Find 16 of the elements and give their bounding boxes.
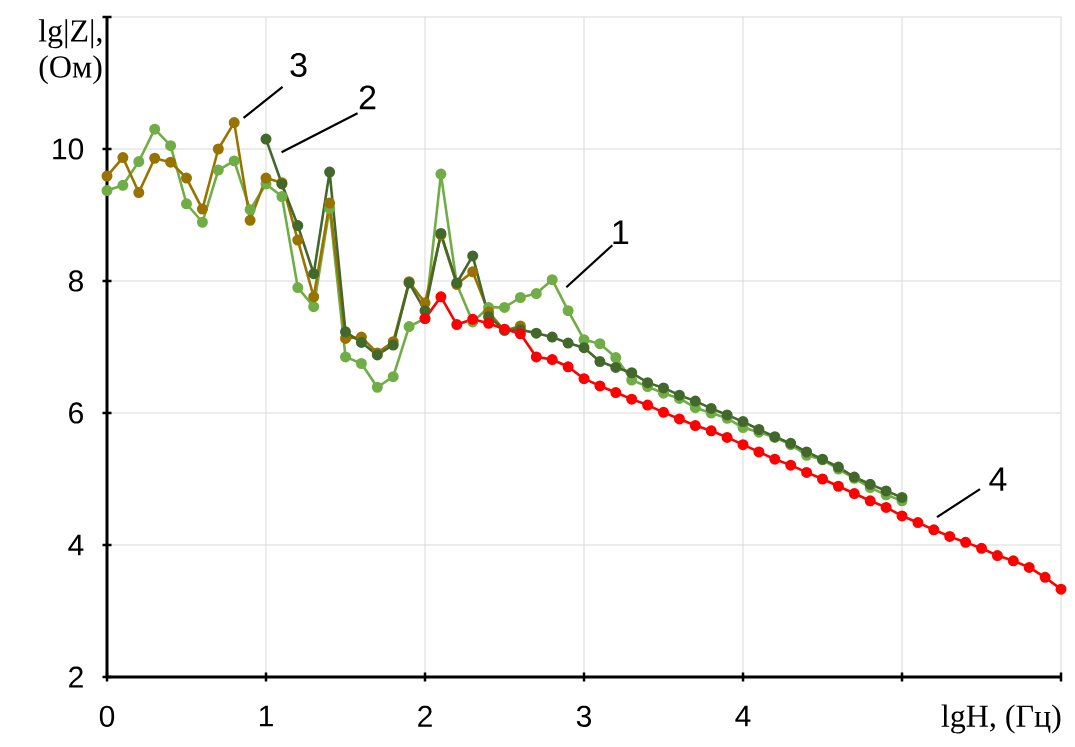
x-tick-label: 0 [99, 705, 115, 727]
y-tick-label: 6 [69, 402, 83, 424]
x-tick-label: 2 [418, 705, 432, 727]
x-axis-title: lgH, (Гц) [941, 704, 1061, 734]
y-tick-label: 4 [68, 534, 84, 556]
annotation: 4 [989, 467, 1007, 491]
y-tick-label: 8 [68, 270, 83, 292]
x-tick-label: 3 [576, 705, 592, 727]
y-tick-label: 2 [69, 666, 83, 688]
y-tick-label: 10 [53, 138, 84, 160]
y-axis-title: lg|Z|, (Ом) [38, 19, 102, 85]
annotation: 3 [290, 52, 307, 77]
annotation: 1 [613, 220, 629, 244]
x-tick-label: 1 [259, 705, 273, 727]
x-tick-label: 4 [735, 705, 751, 727]
annotation: 2 [359, 85, 376, 110]
